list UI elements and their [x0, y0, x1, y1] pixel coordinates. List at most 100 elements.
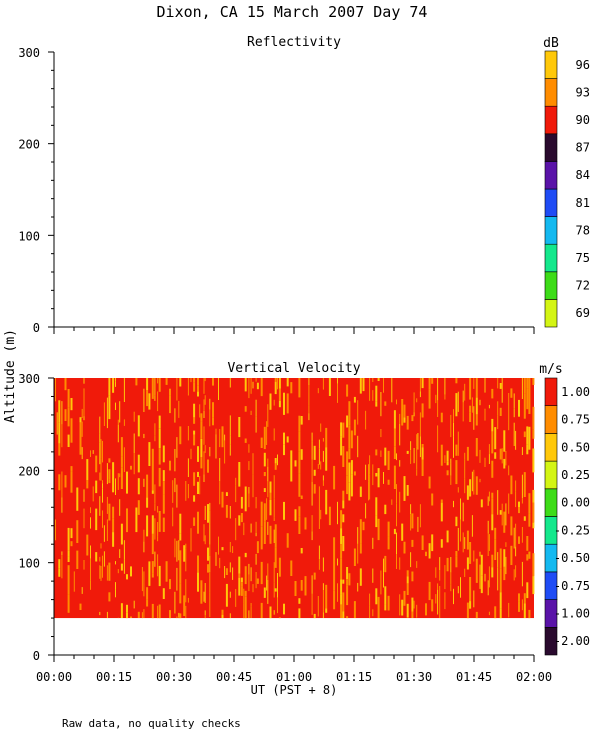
velocity-cell — [342, 611, 345, 618]
velocity-cell — [221, 547, 224, 551]
velocity-cell — [130, 465, 132, 470]
velocity-cell — [411, 571, 414, 582]
velocity-cell — [278, 617, 281, 619]
velocity-cell — [333, 581, 336, 591]
velocity-cell — [229, 506, 231, 519]
velocity-cell — [462, 390, 464, 403]
velocity-cell — [197, 391, 199, 397]
velocity-cell — [106, 496, 108, 514]
velocity-cell — [269, 606, 272, 619]
velocity-cell — [359, 519, 362, 544]
velocity-cell — [157, 605, 159, 617]
velocity-cell — [416, 469, 418, 476]
velocity-cell — [313, 613, 316, 619]
velocity-cell — [313, 572, 316, 580]
velocity-cell — [457, 391, 459, 412]
velocity-cell — [70, 541, 73, 547]
colorbar-tick-label: 0.00 — [561, 496, 590, 510]
velocity-cell — [491, 554, 494, 568]
velocity-cell — [212, 402, 214, 418]
velocity-cell — [225, 568, 228, 575]
velocity-cell — [81, 587, 83, 594]
velocity-cell — [162, 588, 165, 599]
velocity-cell — [154, 551, 156, 567]
colorbar-swatch — [544, 105, 558, 135]
velocity-cell — [102, 488, 103, 503]
velocity-cell — [58, 474, 61, 491]
velocity-cell — [165, 378, 168, 385]
velocity-cell — [172, 480, 174, 503]
velocity-cell — [401, 399, 404, 415]
velocity-cell — [437, 378, 439, 401]
velocity-cell — [464, 452, 466, 460]
colorbar-swatch — [544, 78, 558, 107]
velocity-cell — [521, 378, 523, 399]
velocity-cell — [479, 399, 481, 406]
velocity-cell — [318, 545, 320, 560]
velocity-cell — [64, 409, 67, 421]
velocity-cell — [99, 611, 101, 616]
velocity-cell — [437, 583, 439, 590]
velocity-cell — [79, 438, 82, 455]
velocity-cell — [526, 554, 529, 561]
velocity-cell — [283, 603, 285, 615]
velocity-cell — [158, 604, 161, 619]
colorbar-tick-label: 87 — [576, 141, 590, 155]
velocity-cell — [115, 561, 116, 565]
velocity-cell — [179, 613, 182, 619]
velocity-cell — [183, 595, 186, 616]
velocity-cell — [455, 516, 458, 527]
velocity-cell — [419, 436, 421, 458]
velocity-cell — [204, 535, 206, 545]
velocity-cell — [466, 602, 469, 619]
velocity-cell — [67, 565, 70, 589]
velocity-cell — [143, 433, 145, 439]
velocity-cell — [311, 441, 313, 460]
velocity-cell — [469, 542, 472, 564]
velocity-cell — [203, 399, 205, 411]
velocity-cell — [406, 570, 409, 577]
colorbar-swatch — [544, 161, 558, 190]
velocity-cell — [396, 399, 397, 405]
velocity-cell — [204, 395, 206, 405]
velocity-cell — [70, 466, 73, 472]
velocity-cell — [244, 486, 247, 512]
velocity-cell — [117, 424, 119, 443]
velocity-cell — [135, 507, 138, 533]
velocity-cell — [158, 511, 161, 532]
velocity-cell — [130, 566, 132, 577]
velocity-cell — [203, 411, 205, 418]
velocity-cell — [115, 402, 116, 410]
velocity-cell — [484, 408, 486, 421]
velocity-cell — [298, 516, 301, 534]
x-tick-label: 00:45 — [216, 670, 252, 684]
velocity-cell — [79, 417, 82, 423]
velocity-cell — [450, 458, 452, 464]
velocity-cell — [460, 577, 461, 598]
velocity-cell — [252, 474, 254, 498]
velocity-cell — [274, 458, 277, 464]
velocity-cell — [193, 417, 196, 424]
velocity-cell — [169, 388, 171, 396]
velocity-cell — [269, 481, 272, 493]
velocity-cell — [267, 521, 269, 535]
velocity-cell — [229, 591, 231, 598]
velocity-cell — [333, 560, 336, 582]
velocity-cell — [238, 556, 241, 574]
velocity-cell — [499, 568, 502, 593]
velocity-cell — [135, 378, 138, 386]
velocity-cell — [471, 515, 473, 537]
velocity-cell — [399, 424, 401, 446]
velocity-cell — [209, 555, 211, 573]
velocity-cell — [255, 416, 257, 433]
velocity-cell — [240, 577, 243, 583]
velocity-cell — [357, 400, 359, 425]
velocity-cell — [497, 490, 499, 515]
velocity-cell — [497, 378, 499, 389]
velocity-cell — [526, 388, 529, 410]
x-tick-label: 01:45 — [456, 670, 492, 684]
velocity-cell — [473, 550, 475, 562]
velocity-cell — [396, 503, 397, 527]
velocity-cell — [501, 385, 503, 403]
velocity-cell — [278, 378, 281, 389]
